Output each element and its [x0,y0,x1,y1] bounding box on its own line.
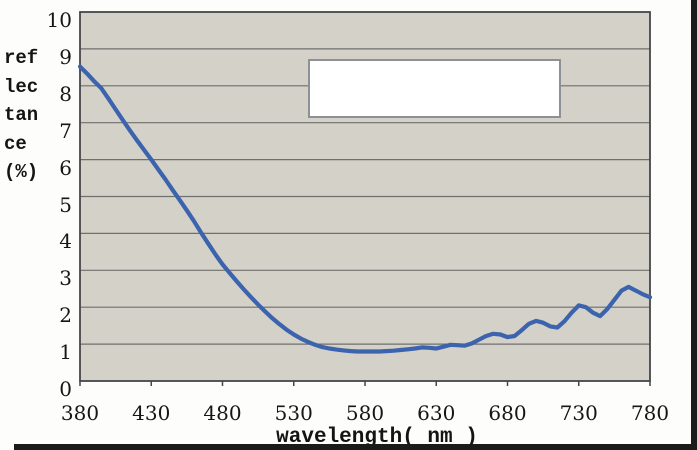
y-tick-label-0: 0 [59,377,72,401]
y-axis-title-line: ce [4,132,27,155]
x-tick-label-430: 430 [132,401,171,425]
y-tick-label-7: 7 [59,118,72,143]
x-tick-label-680: 680 [488,401,527,425]
x-tick-label-480: 480 [203,401,242,425]
scan-border-right [691,0,697,450]
y-tick-label-3: 3 [59,266,72,291]
x-tick-label-730: 730 [559,401,598,425]
x-tick-label-580: 580 [345,401,385,425]
y-tick-label-6: 6 [59,155,72,180]
scan-border-bottom [14,444,697,450]
y-tick-label-10: 10 [46,8,72,32]
y-axis-title: ref lec tan ce (%) [4,44,38,187]
y-axis-title-line: ref [4,47,39,69]
y-axis-title-line: (%) [4,161,39,183]
x-tick-label-630: 630 [417,401,456,425]
y-tick-label-9: 9 [59,44,72,69]
y-axis-title-line: lec [4,75,39,98]
reflectance-curve [77,64,653,354]
y-tick-label-5: 5 [59,192,72,217]
legend-box [308,59,561,118]
y-tick-label-2: 2 [59,303,72,328]
x-axis-title: wavelength( nm ) [276,426,478,449]
y-tick-label-8: 8 [59,81,72,106]
y-tick-label-1: 1 [59,340,72,365]
y-axis-title-line: tan [4,104,39,126]
x-tick-label-530: 530 [274,401,313,425]
y-tick-label-4: 4 [59,229,72,254]
x-tick-label-380: 380 [60,401,100,425]
x-tick-label-780: 780 [630,401,670,425]
